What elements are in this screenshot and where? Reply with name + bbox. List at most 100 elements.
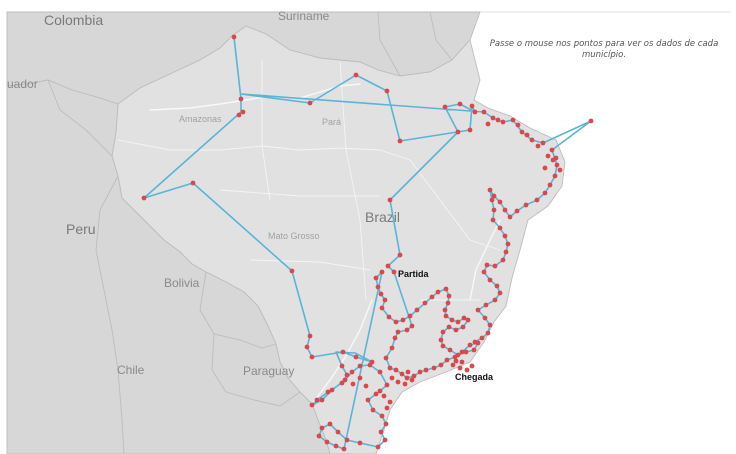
municipality-point[interactable] bbox=[402, 381, 408, 387]
municipality-point[interactable] bbox=[373, 391, 379, 397]
municipality-point[interactable] bbox=[529, 137, 535, 143]
municipality-point[interactable] bbox=[349, 369, 355, 375]
municipality-point[interactable] bbox=[397, 138, 403, 144]
municipality-point[interactable] bbox=[487, 277, 493, 283]
municipality-point[interactable] bbox=[329, 387, 335, 393]
municipality-point[interactable] bbox=[483, 302, 489, 308]
municipality-point[interactable] bbox=[141, 195, 147, 201]
municipality-point[interactable] bbox=[407, 313, 413, 319]
municipality-point[interactable] bbox=[497, 199, 503, 205]
municipality-point[interactable] bbox=[524, 132, 530, 138]
municipality-point[interactable] bbox=[510, 117, 516, 123]
municipality-point[interactable] bbox=[481, 269, 487, 275]
municipality-point[interactable] bbox=[542, 190, 548, 196]
municipality-point[interactable] bbox=[429, 294, 435, 300]
municipality-point[interactable] bbox=[505, 241, 511, 247]
municipality-point[interactable] bbox=[492, 263, 498, 269]
municipality-point[interactable] bbox=[370, 407, 376, 413]
municipality-point[interactable] bbox=[500, 257, 506, 263]
municipality-point[interactable] bbox=[344, 372, 350, 378]
municipality-point[interactable] bbox=[327, 421, 333, 427]
municipality-point[interactable] bbox=[447, 347, 453, 353]
municipality-point[interactable] bbox=[340, 349, 346, 355]
municipality-point[interactable] bbox=[442, 104, 448, 110]
municipality-point[interactable] bbox=[353, 72, 359, 78]
municipality-point[interactable] bbox=[550, 157, 556, 163]
municipality-point[interactable] bbox=[534, 197, 540, 203]
municipality-point[interactable] bbox=[395, 379, 401, 385]
municipality-point[interactable] bbox=[411, 373, 417, 379]
municipality-point[interactable] bbox=[500, 119, 506, 125]
municipality-point[interactable] bbox=[339, 380, 345, 386]
municipality-point[interactable] bbox=[377, 388, 383, 394]
municipality-point[interactable] bbox=[481, 109, 487, 115]
municipality-point[interactable] bbox=[552, 173, 558, 179]
municipality-point[interactable] bbox=[289, 268, 295, 274]
municipality-point[interactable] bbox=[335, 429, 341, 435]
municipality-point[interactable] bbox=[236, 112, 242, 118]
municipality-point[interactable] bbox=[373, 275, 379, 281]
municipality-point[interactable] bbox=[405, 369, 411, 375]
municipality-point[interactable] bbox=[485, 330, 491, 336]
municipality-point[interactable] bbox=[446, 293, 452, 299]
municipality-point[interactable] bbox=[363, 383, 369, 389]
municipality-point[interactable] bbox=[502, 207, 508, 213]
municipality-point[interactable] bbox=[475, 307, 481, 313]
municipality-point[interactable] bbox=[487, 187, 493, 193]
municipality-point[interactable] bbox=[547, 182, 553, 188]
municipality-point[interactable] bbox=[557, 167, 563, 173]
municipality-point[interactable] bbox=[490, 115, 496, 121]
municipality-point[interactable] bbox=[443, 313, 449, 319]
municipality-point[interactable] bbox=[389, 375, 395, 381]
municipality-point[interactable] bbox=[495, 117, 501, 123]
municipality-point[interactable] bbox=[319, 397, 325, 403]
municipality-point[interactable] bbox=[459, 359, 465, 365]
municipality-point[interactable] bbox=[542, 165, 548, 171]
municipality-point[interactable] bbox=[379, 305, 385, 311]
municipality-point[interactable] bbox=[497, 225, 503, 231]
municipality-point[interactable] bbox=[440, 329, 446, 335]
municipality-point[interactable] bbox=[467, 342, 473, 348]
municipality-point[interactable] bbox=[316, 433, 322, 439]
municipality-point[interactable] bbox=[464, 367, 470, 373]
municipality-point[interactable] bbox=[431, 365, 437, 371]
municipality-point[interactable] bbox=[417, 369, 423, 375]
municipality-point[interactable] bbox=[523, 202, 529, 208]
municipality-point[interactable] bbox=[457, 101, 463, 107]
municipality-point[interactable] bbox=[384, 382, 390, 388]
municipality-point[interactable] bbox=[309, 402, 315, 408]
municipality-point[interactable] bbox=[304, 344, 310, 350]
municipality-point[interactable] bbox=[409, 323, 415, 329]
municipality-point[interactable] bbox=[455, 319, 461, 325]
municipality-point[interactable] bbox=[519, 129, 525, 135]
municipality-point[interactable] bbox=[319, 425, 325, 431]
municipality-point[interactable] bbox=[325, 389, 331, 395]
municipality-point[interactable] bbox=[393, 367, 399, 373]
municipality-point[interactable] bbox=[344, 437, 350, 443]
municipality-point[interactable] bbox=[386, 314, 392, 320]
municipality-point[interactable] bbox=[492, 297, 498, 303]
municipality-point[interactable] bbox=[452, 354, 458, 360]
municipality-point[interactable] bbox=[545, 153, 551, 159]
municipality-point[interactable] bbox=[400, 317, 406, 323]
municipality-point[interactable] bbox=[438, 362, 444, 368]
municipality-point[interactable] bbox=[459, 349, 465, 355]
municipality-point[interactable] bbox=[378, 291, 384, 297]
municipality-point[interactable] bbox=[307, 333, 313, 339]
municipality-point[interactable] bbox=[515, 122, 521, 128]
municipality-point[interactable] bbox=[489, 197, 495, 203]
municipality-point[interactable] bbox=[485, 121, 491, 127]
municipality-point[interactable] bbox=[445, 300, 451, 306]
municipality-point[interactable] bbox=[472, 339, 478, 345]
municipality-point[interactable] bbox=[588, 118, 594, 124]
municipality-point[interactable] bbox=[461, 315, 467, 321]
municipality-point[interactable] bbox=[357, 363, 363, 369]
municipality-point[interactable] bbox=[455, 129, 461, 135]
municipality-point[interactable] bbox=[491, 193, 497, 199]
municipality-point[interactable] bbox=[469, 103, 475, 109]
municipality-point[interactable] bbox=[357, 375, 363, 381]
municipality-point[interactable] bbox=[453, 358, 459, 364]
municipality-point[interactable] bbox=[465, 317, 471, 323]
municipality-point[interactable] bbox=[502, 233, 508, 239]
municipality-point[interactable] bbox=[469, 363, 475, 369]
